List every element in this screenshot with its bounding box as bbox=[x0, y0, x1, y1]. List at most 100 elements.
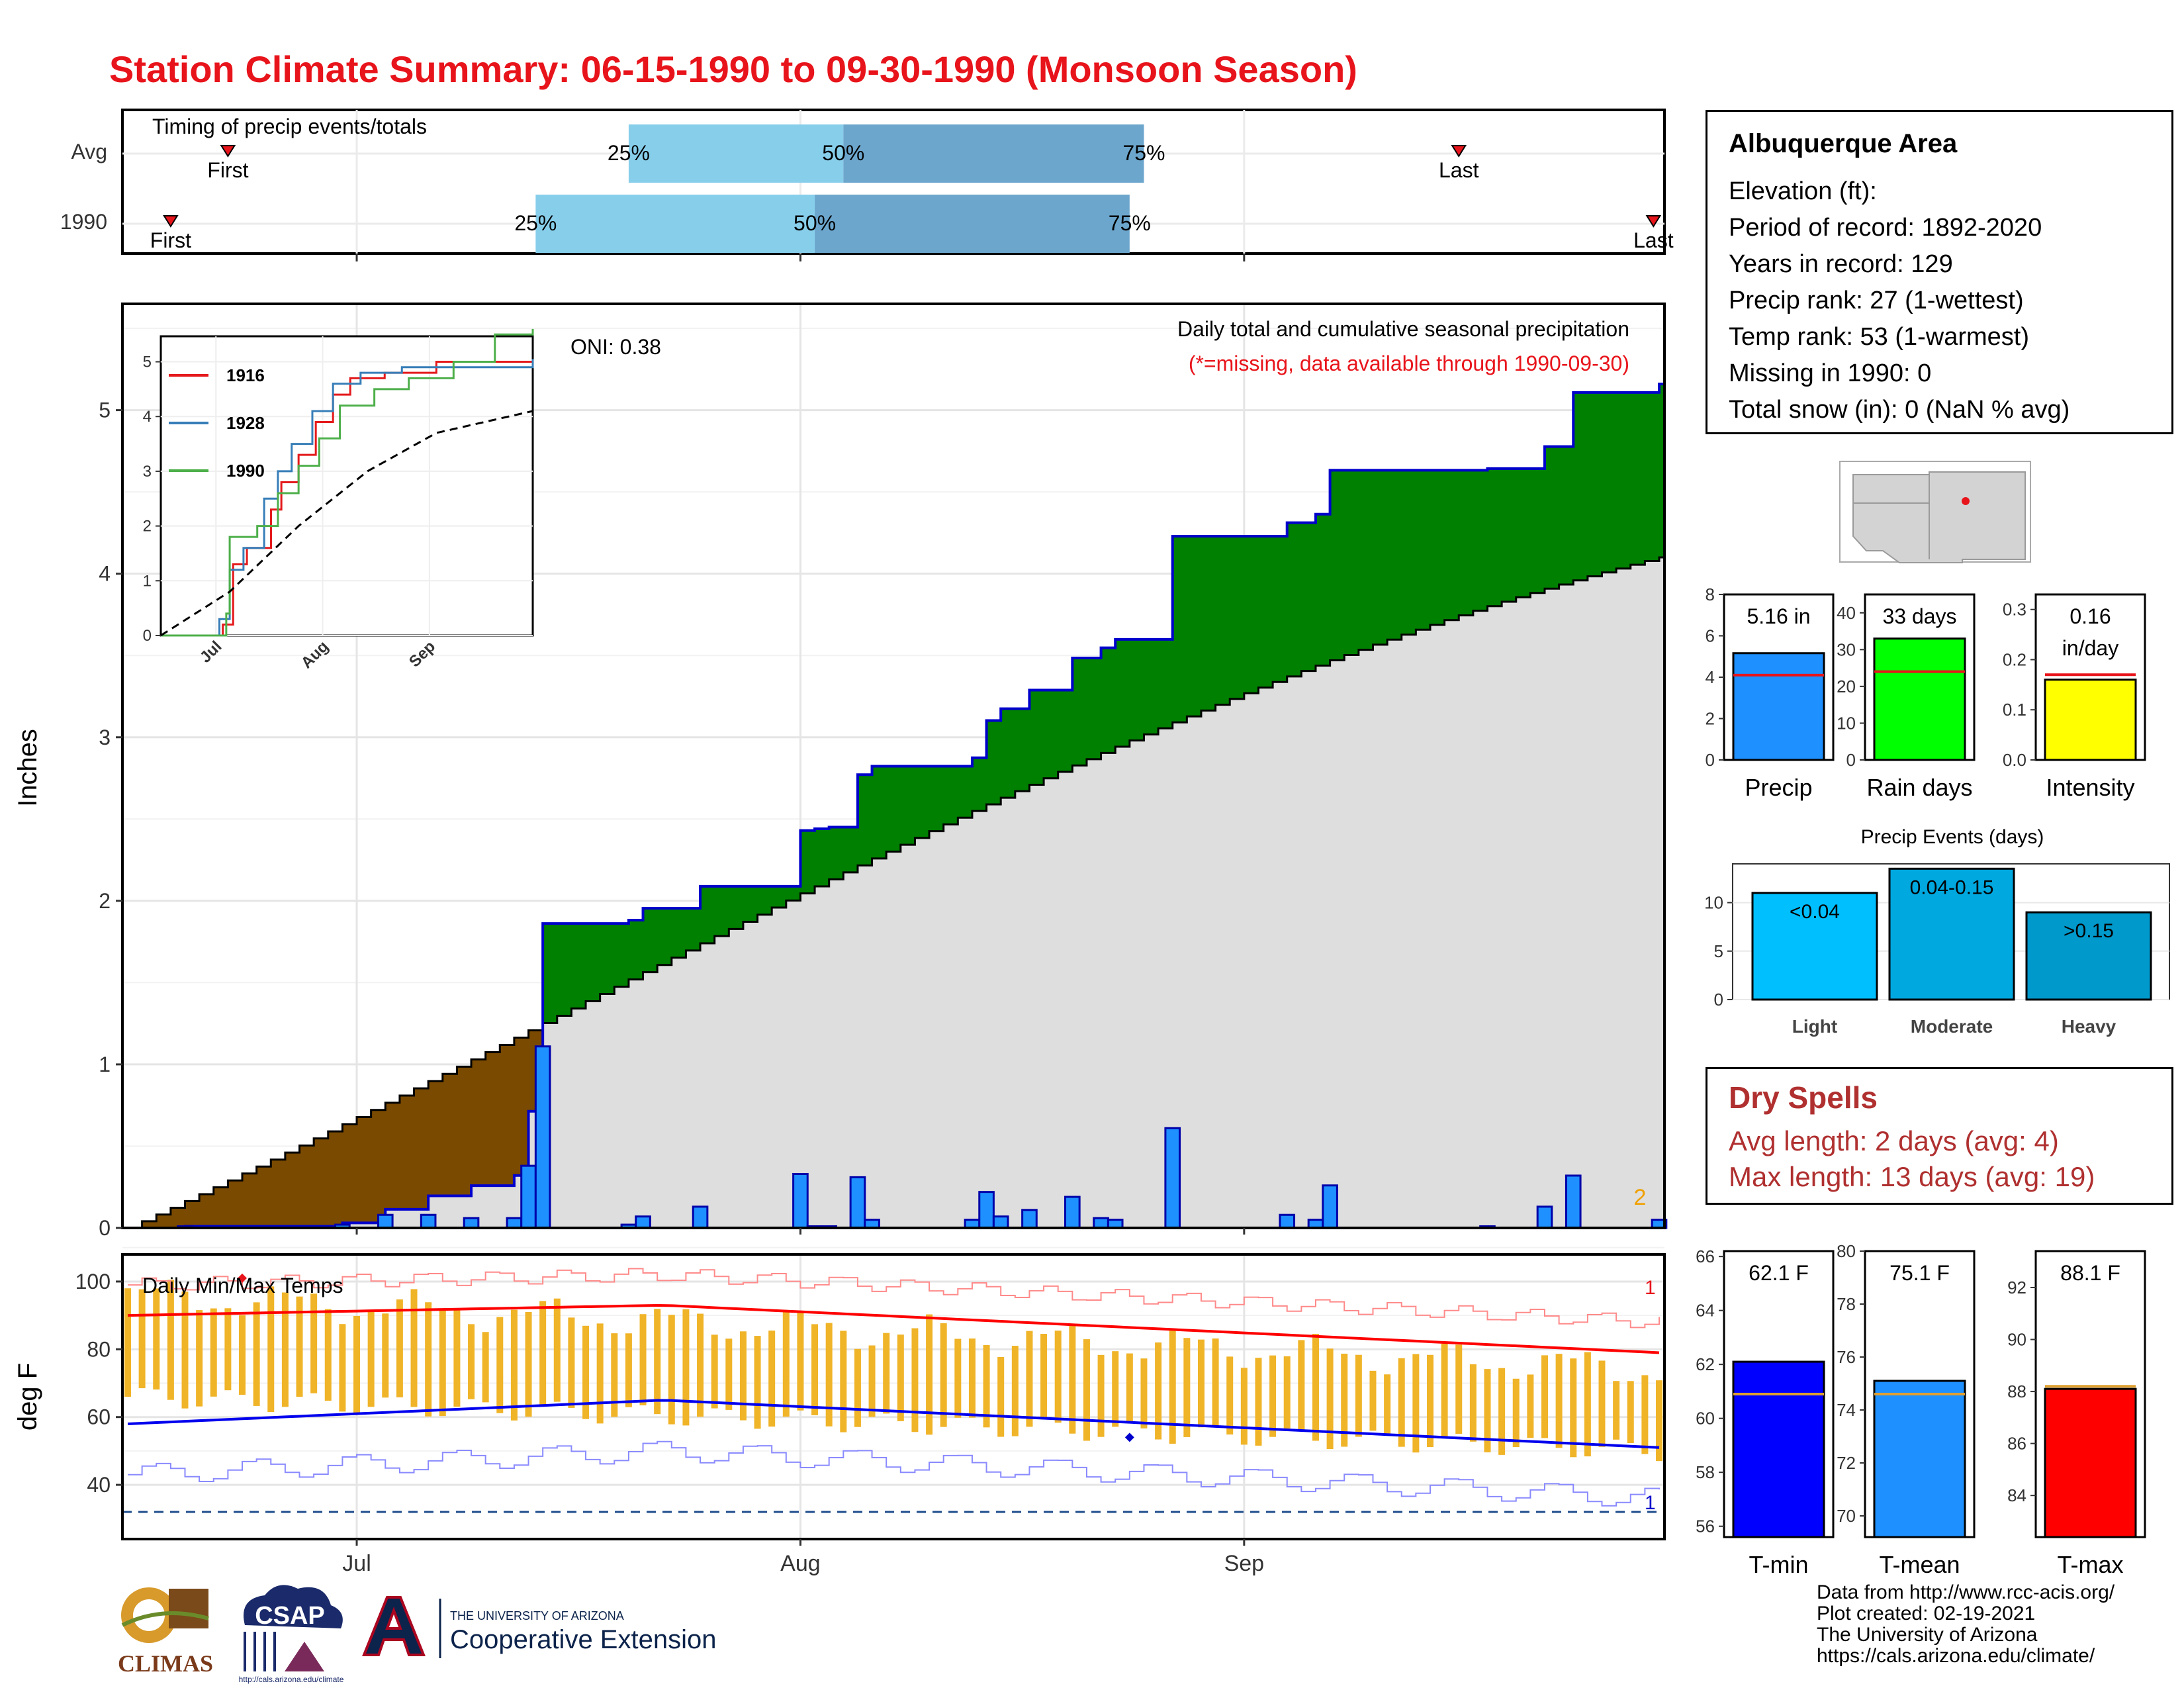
temp-panel: 40 60 80 100 Jul Aug Sep Daily Min/Max Temps d… bbox=[13, 1246, 1666, 1576]
climas-logo: CLIMAS bbox=[118, 1587, 213, 1677]
mini-bar-name: T-mean bbox=[1879, 1551, 1960, 1578]
daily-temp-range-bar bbox=[1011, 1346, 1019, 1436]
y-tick-label: 1 bbox=[99, 1053, 111, 1076]
mini-bar-y-tick-label: 90 bbox=[2007, 1330, 2026, 1350]
daily-temp-range-bar bbox=[611, 1333, 618, 1417]
daily-temp-range-bar bbox=[868, 1345, 876, 1417]
daily-temp-range-bar bbox=[596, 1323, 604, 1424]
mini-bar-y-tick-label: 6 bbox=[1706, 626, 1715, 646]
timing-marker-label: Last bbox=[1633, 228, 1674, 252]
daily-temp-range-bar bbox=[1083, 1339, 1090, 1441]
mini-bar-y-tick-label: 10 bbox=[1837, 713, 1856, 733]
daily-temp-range-bar bbox=[1054, 1331, 1062, 1423]
temp-x-tick-label: Aug bbox=[780, 1551, 821, 1576]
inset-y-tick-label: 4 bbox=[143, 408, 152, 426]
normal-cumulative-line bbox=[128, 556, 1664, 1229]
daily-temp-range-bar bbox=[1541, 1355, 1548, 1438]
daily-temp-range-bar bbox=[124, 1288, 131, 1397]
daily-temp-range-bar bbox=[281, 1292, 289, 1407]
daily-temp-range-bar bbox=[324, 1309, 332, 1401]
footer-line-4: https://cals.arizona.edu/climate/ bbox=[1817, 1645, 2095, 1667]
daily-temp-range-bar bbox=[954, 1338, 962, 1418]
inset-legend-label: 1916 bbox=[226, 365, 265, 385]
temp-y-tick-label: 80 bbox=[87, 1337, 111, 1361]
timing-percent-label: 50% bbox=[794, 211, 836, 235]
daily-temp-range-bar bbox=[983, 1345, 990, 1428]
mini-bar-name: Rain days bbox=[1866, 774, 1972, 801]
daily-temp-range-bar bbox=[1298, 1340, 1305, 1430]
timing-label: Timing of precip events/totals bbox=[152, 115, 427, 138]
daily-temp-range-bar bbox=[1398, 1358, 1405, 1447]
daily-precip-bar bbox=[463, 1217, 480, 1229]
daily-temp-range-bar bbox=[768, 1331, 776, 1427]
daily-precip-bar bbox=[635, 1215, 651, 1229]
footer-line-2: Plot created: 02-19-2021 bbox=[1817, 1603, 2036, 1624]
temp-y-tick-label: 40 bbox=[87, 1473, 111, 1497]
timing-percent-label: 75% bbox=[1109, 211, 1151, 235]
daily-temp-range-bar bbox=[1040, 1334, 1048, 1420]
y-tick-label: 5 bbox=[99, 399, 111, 422]
daily-precip-bar bbox=[1164, 1127, 1181, 1229]
daily-temp-range-bar bbox=[897, 1335, 904, 1421]
precip-events-bar bbox=[1751, 892, 1878, 1001]
inset-series-1990 bbox=[161, 328, 534, 637]
daily-temp-range-bar bbox=[625, 1333, 632, 1407]
y-tick-label: 4 bbox=[99, 562, 111, 586]
daily-temp-range-bar bbox=[854, 1348, 861, 1427]
mini-bar-value bbox=[1732, 1360, 1825, 1538]
mini-bar-name: T-min bbox=[1749, 1551, 1809, 1578]
mini-bar-name: Intensity bbox=[2046, 774, 2134, 801]
precip-events-y-tick-label: 5 bbox=[1714, 941, 1723, 961]
precip-events-bar bbox=[1888, 867, 2015, 1001]
daily-temp-range-bar bbox=[926, 1314, 933, 1435]
record-high-line bbox=[128, 1268, 1660, 1329]
daily-temp-range-bar bbox=[1155, 1342, 1162, 1440]
mini-bar-value-label: 0.16 bbox=[2070, 604, 2111, 628]
mini-bar-y-tick-label: 88 bbox=[2007, 1382, 2026, 1401]
daily-temp-range-bar bbox=[181, 1291, 189, 1409]
daily-temp-range-bar bbox=[482, 1332, 489, 1403]
csap-logo-text: CSAP bbox=[255, 1602, 325, 1630]
daily-temp-range-bar bbox=[739, 1331, 747, 1421]
daily-temp-range-bar bbox=[396, 1299, 403, 1397]
mini-bar-y-tick-label: 0.2 bbox=[2003, 649, 2026, 669]
daily-temp-range-bar bbox=[468, 1324, 475, 1399]
daily-temp-range-bar bbox=[425, 1302, 432, 1417]
mini-bar-value-label: 88.1 F bbox=[2060, 1261, 2120, 1285]
precip-events-y-tick-label: 10 bbox=[1704, 893, 1723, 913]
inset-legend-label: 1990 bbox=[226, 461, 265, 481]
csap-logo-url: http://cals.arizona.edu/climate bbox=[239, 1675, 344, 1684]
daily-temp-range-bar bbox=[382, 1313, 389, 1398]
mini-bar-value bbox=[1732, 652, 1825, 761]
daily-temp-range-bar bbox=[1312, 1333, 1319, 1441]
daily-temp-range-bar bbox=[310, 1293, 318, 1393]
daily-precip-bar bbox=[506, 1217, 523, 1229]
mini-bar-name: Precip bbox=[1745, 774, 1812, 801]
daily-temp-range-bar bbox=[997, 1356, 1005, 1437]
precip-events-category-label: Light bbox=[1792, 1016, 1837, 1037]
station-snow: Total snow (in): 0 (NaN % avg) bbox=[1729, 396, 2070, 424]
daily-temp-range-bar bbox=[1126, 1353, 1133, 1423]
record-low-count: 1 bbox=[1645, 1492, 1656, 1514]
oni-label: ONI: 0.38 bbox=[570, 335, 661, 359]
station-period: Period of record: 1892-2020 bbox=[1729, 214, 2042, 242]
dry-spells-max: Max length: 13 days (avg: 19) bbox=[1729, 1161, 2095, 1192]
daily-precip-bar bbox=[520, 1164, 537, 1229]
timing-row-label-avg: Avg bbox=[71, 140, 107, 164]
daily-temp-range-bar bbox=[1455, 1344, 1463, 1434]
mini-bar-name: T-max bbox=[2057, 1551, 2123, 1578]
daily-precip-bar bbox=[1064, 1196, 1081, 1229]
mini-bar-y-tick-label: 86 bbox=[2007, 1434, 2026, 1454]
above-normal-area bbox=[128, 384, 1664, 1228]
daily-temp-range-bar bbox=[1498, 1368, 1506, 1455]
temp-x-tick-label: Sep bbox=[1224, 1551, 1265, 1576]
mini-bar-y-tick-label: 80 bbox=[1837, 1241, 1856, 1261]
daily-precip-bar bbox=[992, 1215, 1009, 1229]
daily-temp-range-bar bbox=[654, 1309, 661, 1415]
daily-temp-range-bar bbox=[1097, 1354, 1105, 1437]
timing-marker bbox=[220, 145, 236, 158]
daily-temp-range-bar bbox=[1641, 1375, 1649, 1454]
daily-temp-range-bar bbox=[510, 1309, 518, 1421]
mini-bar-value bbox=[2044, 679, 2137, 761]
daily-temp-range-bar bbox=[1140, 1358, 1148, 1429]
